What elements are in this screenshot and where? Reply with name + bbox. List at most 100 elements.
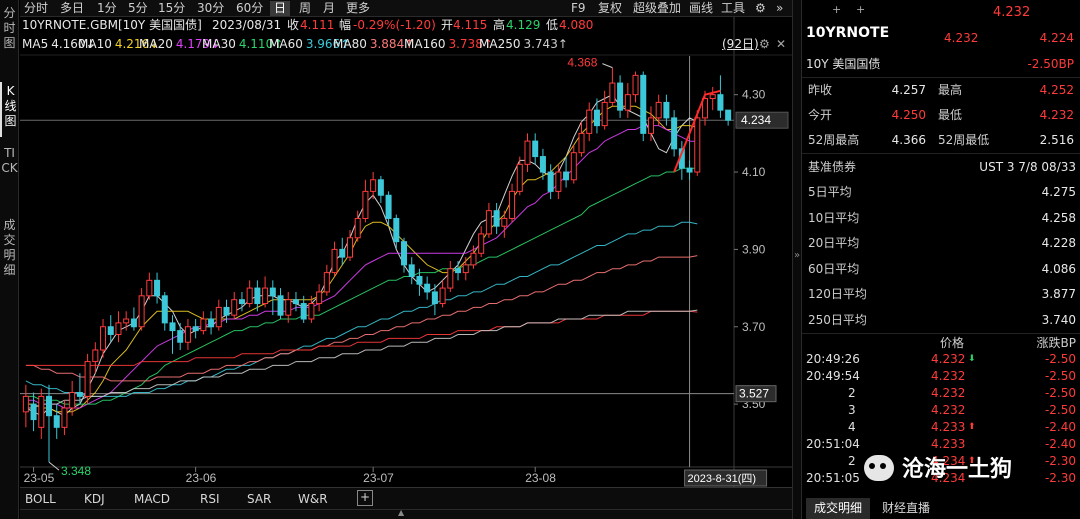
- tick-change: -2.50: [1044, 369, 1076, 383]
- ma-label: MA80: [333, 37, 367, 51]
- crosshair-price-box: [735, 385, 777, 403]
- candle-body: [123, 318, 130, 324]
- drawn-trend-line: [673, 89, 721, 173]
- tab-trade-list[interactable]: 成交明细: [806, 498, 871, 519]
- period-month[interactable]: 月: [323, 1, 336, 15]
- candle-body: [501, 217, 508, 227]
- ma-value: 4.160↓: [51, 37, 96, 51]
- ma-legend-item: MA30 4.110↑: [202, 37, 283, 52]
- tick-price: 4.232: [931, 403, 966, 417]
- tick-price: 4.233: [931, 437, 966, 451]
- indicator-wr[interactable]: W&R: [298, 492, 328, 506]
- splitter-arrow-icon: »: [794, 250, 801, 261]
- candle-body: [493, 210, 500, 227]
- stat-label: 52周最高: [808, 133, 860, 147]
- days-badge[interactable]: (92日): [722, 37, 759, 51]
- arrow-down-icon: ⬇: [968, 354, 976, 364]
- ma-close-icon[interactable]: ✕: [776, 37, 787, 51]
- candle-body: [61, 407, 68, 428]
- indicator-tabs: BOLL KDJ MACD RSI SAR W&R +: [20, 487, 792, 509]
- candle-body: [362, 190, 369, 219]
- period-day[interactable]: 日: [270, 1, 291, 16]
- add-icon[interactable]: +: [832, 3, 842, 16]
- candle-body: [30, 403, 37, 421]
- tick-price: 4.233: [931, 420, 966, 434]
- indicator-rsi[interactable]: RSI: [200, 492, 220, 506]
- quote-name: 10Y 美国国债: [806, 57, 881, 71]
- candle-body: [254, 287, 261, 305]
- candle-body: [509, 190, 516, 219]
- date-tick-label: 23-07: [363, 471, 394, 485]
- add-indicator-icon[interactable]: +: [357, 490, 373, 506]
- candle-body: [701, 98, 708, 119]
- average-label: 20日平均: [808, 236, 860, 250]
- tick-time: 20:49:54: [806, 369, 860, 383]
- candle-body: [46, 395, 53, 417]
- average-value: 4.086: [1041, 261, 1076, 276]
- period-multiday[interactable]: 多日: [60, 1, 85, 15]
- tick-change: -2.30: [1044, 471, 1076, 485]
- candle-body: [717, 94, 724, 111]
- indicator-macd[interactable]: MACD: [134, 492, 170, 506]
- pin-icon[interactable]: +: [856, 3, 866, 16]
- tab-trade-details[interactable]: 成交明细: [3, 218, 16, 277]
- ma-settings-icon[interactable]: ⚙: [759, 37, 770, 51]
- candle-body: [516, 163, 523, 192]
- collapse-arrow-icon[interactable]: ▲: [398, 508, 405, 517]
- candle-body: [115, 322, 122, 335]
- current-price-box: [735, 111, 789, 129]
- period-30min[interactable]: 30分: [197, 1, 225, 15]
- settings-icon[interactable]: ⚙: [755, 1, 766, 15]
- period-week[interactable]: 周: [299, 1, 312, 15]
- panel-splitter[interactable]: »: [792, 0, 802, 519]
- date-tick-label: 23-08: [525, 471, 556, 485]
- indicator-sar[interactable]: SAR: [247, 492, 272, 506]
- tick-time: 20:51:05: [806, 471, 860, 485]
- period-toolbar: 分时 多日 1分 5分 15分 30分 60分 日 周 月 更多 F9 复权 超…: [20, 0, 792, 17]
- adjust-button[interactable]: 复权: [598, 1, 623, 15]
- candle-body: [393, 217, 400, 243]
- tick-change: -2.30: [1044, 454, 1076, 468]
- tools-button[interactable]: 工具: [721, 1, 746, 15]
- draw-line-button[interactable]: 画线: [689, 1, 714, 15]
- candle-body: [401, 241, 408, 266]
- period-60min[interactable]: 60分: [236, 1, 264, 15]
- candle-body: [663, 101, 670, 119]
- current-price-label: 4.234: [741, 113, 771, 127]
- high-pointer: [602, 63, 613, 69]
- bottom-bar: ▲: [20, 508, 792, 519]
- period-15min[interactable]: 15分: [158, 1, 186, 15]
- symbol-label: 10YRNOTE.GBM[10Y 美国国债]: [22, 18, 202, 32]
- overlay-button[interactable]: 超级叠加: [633, 1, 682, 15]
- period-timeshare[interactable]: 分时: [24, 1, 49, 15]
- ma-label: MA250: [479, 37, 521, 51]
- benchmark-value: UST 3 7/8 08/33: [979, 160, 1076, 174]
- watermark-text: 沧海一土狗: [902, 457, 1013, 482]
- candle-body: [671, 117, 678, 150]
- high-label: 高: [493, 18, 506, 32]
- candle-body: [709, 94, 716, 100]
- candle-body: [92, 349, 99, 363]
- tab-timeshare[interactable]: 分时图: [3, 6, 16, 50]
- candle-body: [262, 287, 269, 305]
- indicator-boll[interactable]: BOLL: [25, 492, 56, 506]
- stat-value: 4.252: [1039, 83, 1074, 97]
- expand-icon[interactable]: »: [776, 1, 784, 15]
- tab-tick[interactable]: TICK: [1, 146, 18, 175]
- tab-live-news[interactable]: 财经直播: [882, 501, 931, 515]
- f9-button[interactable]: F9: [571, 1, 586, 15]
- candle-body: [624, 94, 631, 111]
- quote-symbol: 10YRNOTE: [806, 25, 890, 41]
- indicator-kdj[interactable]: KDJ: [84, 492, 105, 506]
- candle-body: [563, 171, 570, 181]
- period-more[interactable]: 更多: [346, 1, 371, 15]
- candle-body: [238, 299, 245, 305]
- tab-kline[interactable]: K线图: [0, 82, 19, 137]
- stat-label: 今开: [808, 108, 833, 122]
- period-1min[interactable]: 1分: [97, 1, 117, 15]
- period-5min[interactable]: 5分: [128, 1, 148, 15]
- ma-legend-item: MA10 4.216↓: [78, 37, 159, 52]
- low-value: 4.080: [559, 18, 594, 32]
- cursor-date-label: 2023-8-31(四): [688, 473, 756, 485]
